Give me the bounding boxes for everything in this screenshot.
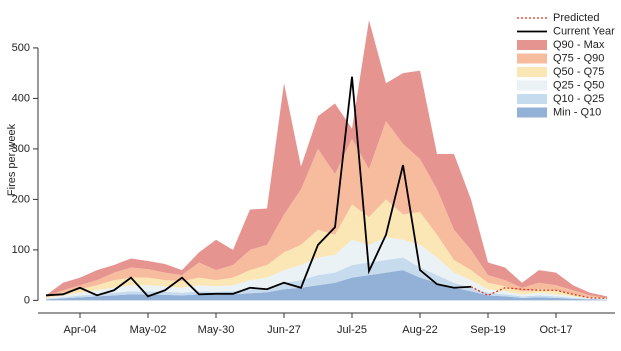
- y-tick-label: 500: [12, 42, 30, 54]
- x-tick-label: May-02: [130, 324, 167, 336]
- legend-label: Q90 - Max: [553, 39, 605, 51]
- x-tick-label: Apr-04: [63, 324, 96, 336]
- y-axis-label: Fires per week: [6, 123, 18, 196]
- x-tick-label: Jul-25: [337, 324, 367, 336]
- x-tick-label: Sep-19: [470, 324, 505, 336]
- band-area: [46, 257, 607, 300]
- x-tick-label: Aug-22: [402, 324, 437, 336]
- x-tick-label: Oct-17: [539, 324, 572, 336]
- band-area: [46, 199, 607, 299]
- y-tick-label: 300: [12, 143, 30, 155]
- legend-label: Q25 - Q50: [553, 79, 604, 91]
- x-tick-label: May-30: [198, 324, 235, 336]
- series-line: [470, 286, 608, 300]
- x-tick-label: Jun-27: [267, 324, 301, 336]
- legend-label: Predicted: [553, 12, 599, 24]
- band-area: [46, 121, 607, 299]
- legend-label: Q75 - Q90: [553, 52, 604, 64]
- y-tick-label: 0: [24, 294, 30, 306]
- legend-swatch: [517, 80, 547, 91]
- legend-label: Min - Q10: [553, 106, 601, 118]
- y-tick-label: 200: [12, 193, 30, 205]
- legend-label: Current Year: [553, 25, 615, 37]
- band-area: [46, 270, 607, 301]
- legend-swatch: [517, 53, 547, 64]
- legend-label: Q10 - Q25: [553, 93, 604, 105]
- legend-swatch: [517, 94, 547, 104]
- legend-label: Q50 - Q75: [553, 66, 604, 78]
- y-tick-label: 100: [12, 244, 30, 256]
- legend-swatch: [517, 67, 547, 77]
- series-line: [45, 76, 472, 298]
- legend-swatch: [517, 107, 547, 118]
- y-tick-label: 400: [12, 92, 30, 104]
- legend-swatch: [517, 40, 547, 50]
- band-area: [46, 237, 607, 300]
- band-area: [46, 20, 607, 298]
